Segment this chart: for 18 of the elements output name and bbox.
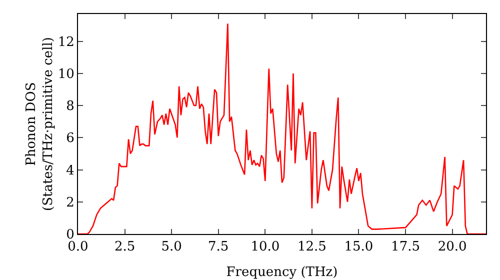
y-tick-label: 2 [66, 195, 74, 210]
x-tick-label: 5.0 [161, 240, 182, 255]
line-series [78, 22, 486, 234]
x-tick-label: 12.5 [297, 240, 326, 255]
y-tick-label: 12 [58, 34, 74, 50]
x-tick-label: 17.5 [391, 240, 420, 255]
x-tick-label: 10.0 [250, 240, 280, 255]
x-tick-label: 20.0 [438, 240, 467, 255]
x-tick-label: 7.5 [208, 240, 229, 255]
y-tick-label: 4 [66, 163, 74, 178]
y-tick-label: 10 [58, 66, 74, 82]
y-tick-label: 6 [66, 131, 74, 146]
y-axis-title: Phonon DOS (States/THz·primitive cell) [24, 36, 56, 212]
x-tick-label: 0.0 [68, 240, 88, 255]
x-tick-label: 15.0 [344, 240, 374, 255]
x-axis-title: Frequency (THz) [226, 265, 338, 280]
y-tick-label: 8 [66, 99, 74, 114]
x-tick-label: 2.5 [114, 240, 136, 255]
